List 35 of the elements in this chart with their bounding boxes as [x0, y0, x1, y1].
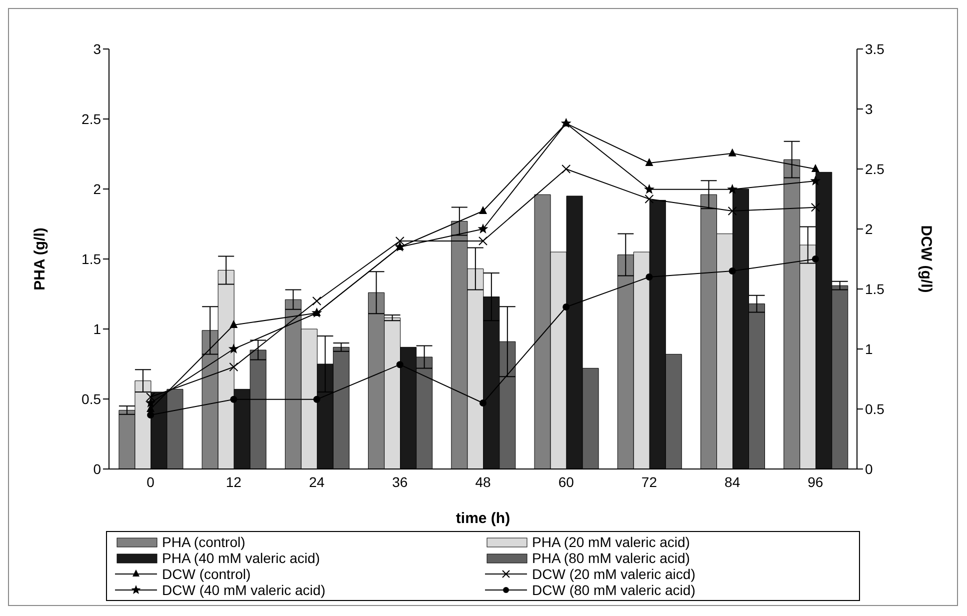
x-tick-label: 84 [724, 474, 740, 490]
x-tick-label: 0 [146, 474, 155, 490]
x-tick-label: 72 [641, 474, 658, 490]
legend-label: DCW (40 mM valeric acid) [162, 582, 326, 598]
legend-label: PHA (20 mM valeric acid) [532, 534, 690, 550]
legend-label: PHA (40 mM valeric acid) [162, 550, 320, 566]
y-tick-label: 0.5 [82, 390, 102, 407]
y2-axis-title: DCW (g/l) [918, 225, 935, 293]
x-tick-label: 48 [475, 474, 491, 490]
y-tick-label: 2.5 [82, 110, 102, 127]
x-tick-label: 96 [808, 474, 824, 490]
x-tick-label: 24 [308, 474, 325, 490]
legend-label: DCW (80 mM valeric acid) [532, 582, 696, 598]
y2-tick-label: 3.5 [865, 40, 885, 57]
y-tick-label: 0 [93, 460, 102, 477]
y-tick-label: 3 [93, 40, 102, 57]
y-tick-label: 1 [93, 320, 102, 337]
y-axis-title: PHA (g/l) [31, 228, 48, 290]
x-tick-label: 60 [558, 474, 574, 490]
y2-tick-label: 0.5 [865, 400, 885, 417]
y2-tick-label: 1 [865, 340, 873, 357]
y2-tick-label: 2 [865, 220, 873, 237]
x-tick-label: 12 [226, 474, 242, 490]
y2-tick-label: 2.5 [865, 160, 885, 177]
legend-label: DCW (control) [162, 566, 251, 582]
legend-label: PHA (80 mM valeric acid) [532, 550, 690, 566]
legend-label: PHA (control) [162, 534, 246, 550]
x-axis-title: time (h) [456, 510, 510, 527]
x-tick-label: 36 [392, 474, 408, 490]
y2-tick-label: 1.5 [865, 280, 885, 297]
y2-tick-label: 0 [865, 460, 873, 477]
y-tick-label: 2 [93, 180, 102, 197]
legend-label: DCW (20 mM valeric aicd) [532, 566, 696, 582]
y2-tick-label: 3 [865, 100, 873, 117]
y-tick-label: 1.5 [82, 250, 102, 267]
